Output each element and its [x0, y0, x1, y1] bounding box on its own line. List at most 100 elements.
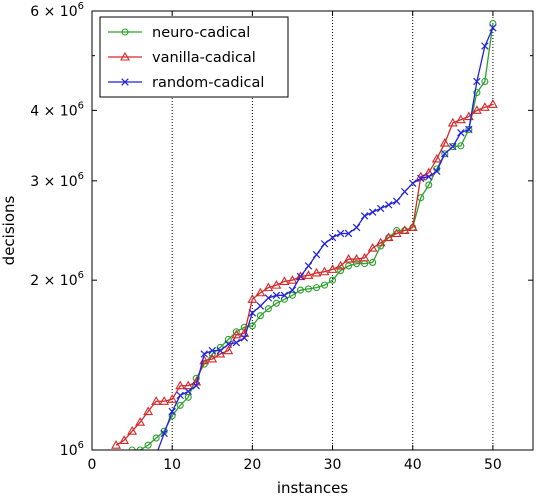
circle-marker	[248, 322, 256, 330]
triangle-marker	[399, 225, 410, 234]
circle-marker	[449, 143, 457, 151]
triangle-marker	[120, 51, 130, 61]
triangle-marker	[279, 276, 290, 285]
y-axis-label: decisions	[0, 195, 18, 265]
x-marker	[392, 197, 401, 205]
triangle-marker	[127, 426, 138, 435]
legend-label: vanilla-cadical	[152, 50, 256, 66]
x-marker	[304, 262, 313, 270]
triangle-marker	[135, 417, 146, 426]
circle-marker	[312, 284, 321, 292]
x-marker	[425, 173, 433, 181]
x-marker	[433, 167, 441, 175]
x-marker	[288, 286, 297, 294]
triangle-marker	[319, 266, 330, 276]
y-tick-label: 106	[60, 440, 84, 459]
x-marker	[409, 179, 417, 188]
x-marker	[192, 381, 200, 390]
circle-marker	[224, 335, 232, 344]
x-marker	[176, 391, 184, 400]
x-marker	[473, 77, 481, 86]
legend-entry: neuro-cadical	[108, 25, 250, 41]
triangle-marker	[423, 167, 434, 177]
circle-marker	[473, 89, 481, 97]
legend: neuro-cadical vanilla-cadical random-cadic…	[99, 16, 289, 98]
circle-marker	[481, 77, 489, 86]
x-marker	[344, 229, 353, 238]
x-marker	[449, 142, 457, 151]
y-tick-base: 4 × 10	[30, 103, 77, 119]
series-random-cadical	[153, 24, 497, 459]
y-tick-exponent: 6	[78, 100, 84, 111]
triangle-marker	[175, 380, 186, 390]
y-tick-label: 6 × 106	[30, 1, 84, 20]
x-tick-label: 40	[404, 457, 422, 473]
plot-frame	[91, 10, 534, 451]
x-marker	[368, 208, 377, 216]
x-tick-label: 10	[163, 457, 181, 473]
triangle-marker	[111, 440, 122, 449]
x-marker	[320, 240, 329, 248]
x-marker	[280, 291, 289, 300]
x-tick-label: 0	[88, 457, 97, 473]
x-axis-label: instances	[277, 479, 349, 496]
x-marker	[168, 407, 176, 416]
x-marker	[232, 338, 241, 347]
x-marker	[417, 174, 425, 183]
triangle-marker	[255, 287, 266, 297]
circle-marker	[441, 150, 449, 158]
circle-marker	[304, 285, 313, 293]
triangle-marker	[119, 435, 130, 444]
triangle-marker	[183, 380, 194, 390]
triangle-marker	[431, 153, 442, 163]
y-tick-label: 4 × 106	[30, 100, 84, 119]
circle-marker	[337, 267, 345, 275]
triangle-marker	[159, 396, 170, 405]
x-marker	[457, 129, 465, 137]
circle-marker	[128, 446, 136, 450]
x-marker	[153, 452, 160, 459]
circle-marker	[136, 446, 144, 450]
triangle-marker	[487, 99, 498, 108]
y-tick-base: 10	[60, 443, 78, 459]
circle-marker	[345, 262, 353, 270]
circle-marker	[489, 20, 497, 28]
x-marker	[384, 201, 393, 209]
circle-marker	[320, 281, 329, 289]
x-marker	[200, 350, 208, 358]
triangle-marker	[335, 260, 346, 270]
triangle-marker	[151, 396, 162, 405]
circle-marker	[256, 312, 264, 320]
y-tick-exponent: 6	[78, 440, 84, 451]
y-tick-exponent: 6	[78, 1, 84, 12]
x-marker	[160, 429, 168, 438]
circle-marker	[184, 393, 192, 401]
legend-entry: vanilla-cadical	[108, 50, 256, 66]
triangle-marker	[343, 253, 354, 263]
x-marker	[400, 187, 409, 196]
circle-marker	[176, 401, 184, 409]
triangle-marker	[263, 282, 274, 292]
circle-marker	[457, 142, 465, 150]
triangle-marker	[367, 242, 378, 252]
x-marker	[296, 272, 305, 281]
x-marker	[272, 291, 281, 300]
x-marker	[184, 387, 192, 396]
circle-marker	[288, 291, 297, 299]
x-tick-label: 30	[324, 457, 342, 473]
triangle-marker	[471, 105, 482, 114]
triangle-marker	[223, 345, 234, 355]
circle-marker	[264, 305, 272, 313]
circle-marker	[121, 457, 127, 463]
triangle-marker	[351, 253, 362, 263]
triangle-marker	[311, 267, 322, 277]
y-tick-base: 3 × 10	[30, 174, 77, 190]
x-marker	[489, 24, 497, 32]
x-marker	[481, 42, 489, 50]
circle-marker	[152, 434, 160, 442]
triangle-marker	[375, 237, 386, 247]
x-marker	[312, 250, 321, 259]
y-tick-label: 3 × 106	[30, 171, 84, 190]
